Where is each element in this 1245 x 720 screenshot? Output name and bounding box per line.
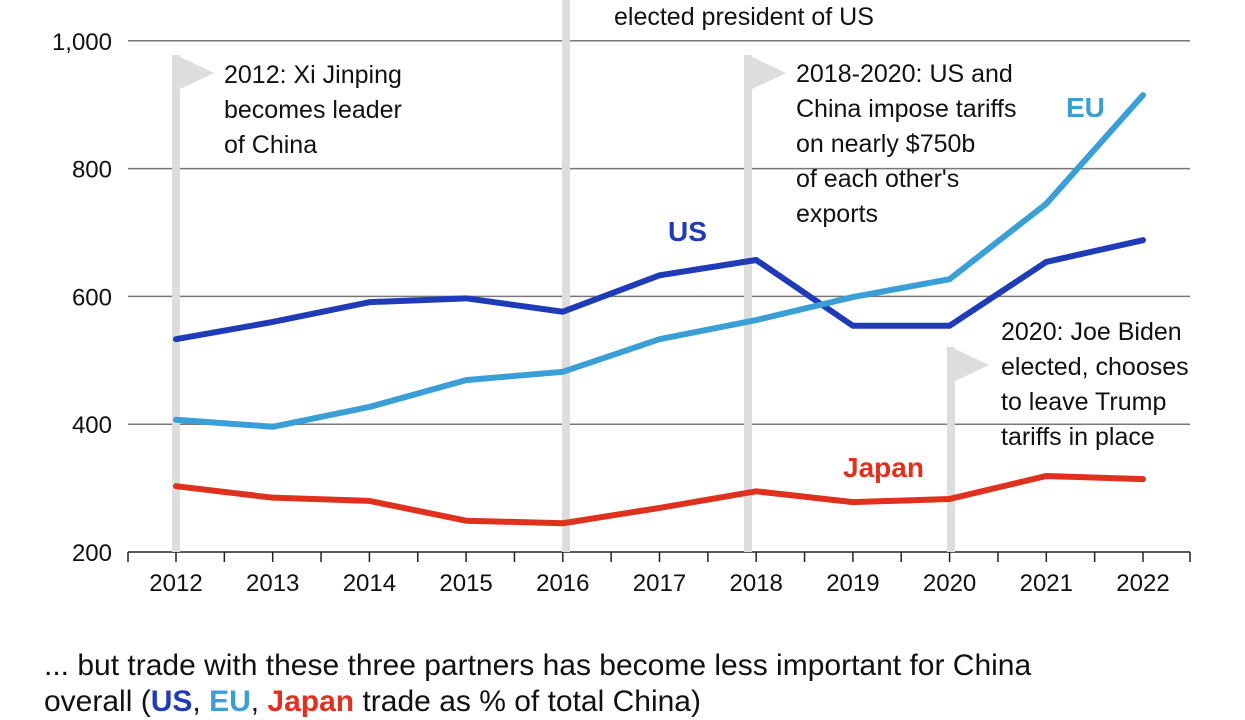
x-tick-label: 2016	[536, 570, 589, 597]
footer-text: ... but trade with these three partners …	[44, 648, 1031, 720]
annotation-text: 2020: Joe Biden	[1001, 318, 1182, 346]
footer-line-2: overall (US, EU, Japan trade as % of tot…	[44, 684, 1031, 720]
annotation-text: China impose tariffs	[796, 95, 1016, 123]
footer-us: US	[151, 685, 193, 718]
footer-eu: EU	[209, 685, 251, 718]
footer-line-1: ... but trade with these three partners …	[44, 648, 1031, 684]
annotation-text: becomes leader	[224, 96, 402, 124]
annotation-text: of China	[224, 131, 317, 159]
series-line-us	[176, 240, 1143, 339]
flag-pole	[744, 55, 752, 552]
footer-prefix: overall (	[44, 685, 151, 718]
x-tick-label: 2021	[1020, 570, 1073, 597]
y-tick-label: 600	[72, 284, 112, 311]
flag-pole	[172, 55, 180, 552]
footer-suffix: trade as % of total China)	[354, 685, 701, 718]
annotation-text: of each other's	[796, 165, 959, 193]
y-tick-label: 1,000	[52, 29, 112, 56]
annotation-text: 2012: Xi Jinping	[224, 61, 402, 89]
annotation-text: elected president of US	[614, 3, 874, 31]
annotation-text: tariffs in place	[1001, 423, 1155, 451]
flag-icon	[748, 55, 786, 91]
y-tick-label: 400	[72, 412, 112, 439]
x-tick-label: 2015	[439, 570, 492, 597]
annotation-text: 2018-2020: US and	[796, 60, 1013, 88]
annotation-text: on nearly $750b	[796, 130, 975, 158]
series-line-japan	[176, 476, 1143, 523]
footer-japan: Japan	[267, 685, 354, 718]
x-tick-label: 2013	[246, 570, 299, 597]
annotation-text: to leave Trump	[1001, 388, 1166, 416]
x-tick-label: 2014	[343, 570, 396, 597]
x-tick-label: 2022	[1116, 570, 1169, 597]
annotation-text: exports	[796, 200, 878, 228]
series-label-us: US	[668, 216, 707, 247]
x-tick-label: 2019	[826, 570, 879, 597]
x-tick-label: 2012	[149, 570, 202, 597]
y-tick-label: 800	[72, 157, 112, 184]
series-line-eu	[176, 95, 1143, 427]
annotation-text: elected, chooses	[1001, 353, 1189, 381]
series-label-eu: EU	[1066, 92, 1105, 123]
x-tick-label: 2018	[730, 570, 783, 597]
x-tick-label: 2020	[923, 570, 976, 597]
y-tick-label: 200	[72, 540, 112, 567]
flag-icon	[951, 347, 989, 383]
x-tick-label: 2017	[633, 570, 686, 597]
series-label-japan: Japan	[843, 452, 924, 483]
flag-pole	[562, 0, 570, 552]
flag-icon	[176, 55, 214, 91]
line-chart: 200 400 600 800 1,000 2012 2013 2014 2015 2016 201…	[0, 0, 1245, 640]
